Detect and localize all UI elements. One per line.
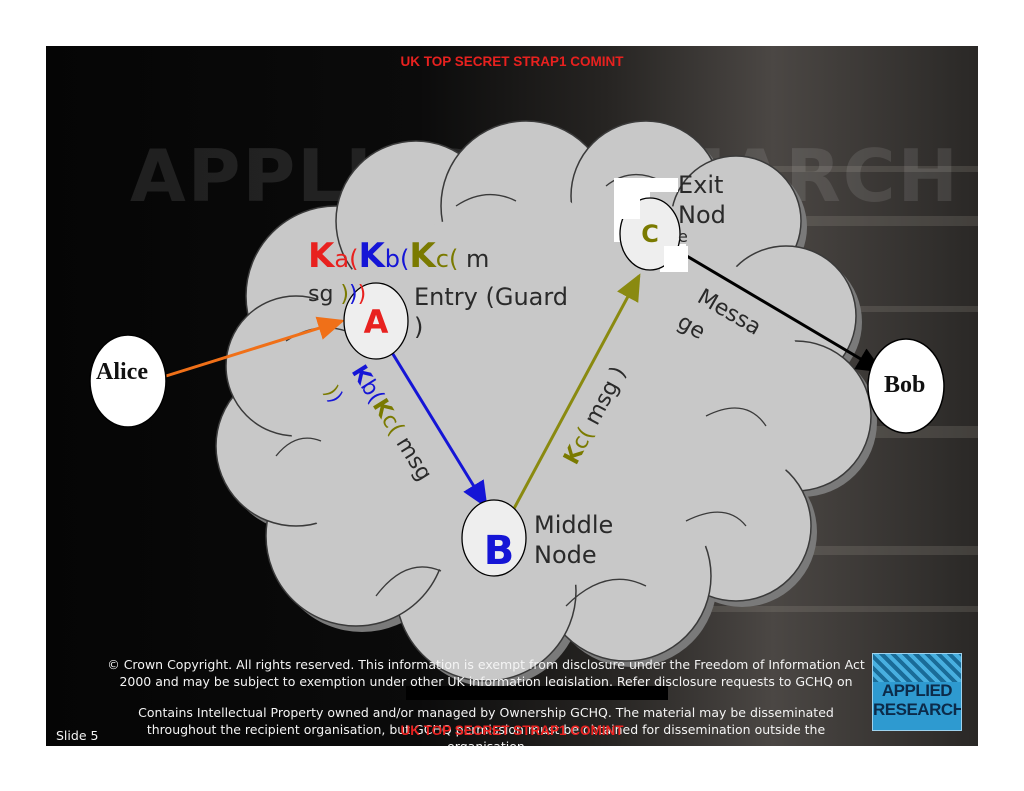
node-b-letter: B: [484, 528, 515, 574]
arrow-a-to-b: [386, 345, 488, 509]
alice-node: [89, 334, 167, 428]
slide: APPLIED RESEARCH UK TOP SECRET STRAP1 CO…: [46, 46, 978, 746]
occluding-block: [650, 178, 678, 192]
arrow-alice-to-a: [165, 316, 345, 378]
node-a-letter: A: [364, 303, 389, 341]
bob-label: Bob: [884, 372, 926, 398]
entry-node-a: [343, 282, 409, 360]
copyright-notice: © Crown Copyright. All rights reserved. …: [107, 657, 865, 689]
arrow-c-to-bob: [679, 250, 884, 373]
middle-node-label: Middle Node: [534, 511, 614, 569]
classification-top: UK TOP SECRET STRAP1 COMINT: [400, 54, 624, 69]
cloud-contour-lines: [275, 174, 767, 607]
redaction-bar: [406, 686, 668, 700]
occluding-block: [664, 246, 688, 272]
onion-routing-diagram: A B C Kb(Kc( msg )) Kc( msg ) Messa ge: [89, 120, 945, 687]
layer-a-line2: sg ))): [308, 282, 367, 307]
slide-number: Slide 5: [56, 728, 99, 743]
layer-a-label: Ka(Kb(Kc( m: [308, 236, 490, 276]
entry-guard-label: Entry (Guard): [414, 283, 569, 341]
bob-node: [867, 338, 945, 434]
classification-bottom: UK TOP SECRET STRAP1 COMINT: [400, 723, 624, 738]
node-c-letter: C: [641, 220, 659, 248]
occluding-block: [618, 191, 640, 219]
applied-research-logo: APPLIED RESEARCH: [872, 653, 962, 731]
arrow-b-to-c: [508, 273, 641, 517]
middle-node-b: [461, 499, 527, 577]
ip-notice: Contains Intellectual Property owned and…: [138, 705, 834, 746]
alice-label: Alice: [96, 359, 148, 385]
exit-node-label: Exit Nod e: [678, 171, 726, 246]
